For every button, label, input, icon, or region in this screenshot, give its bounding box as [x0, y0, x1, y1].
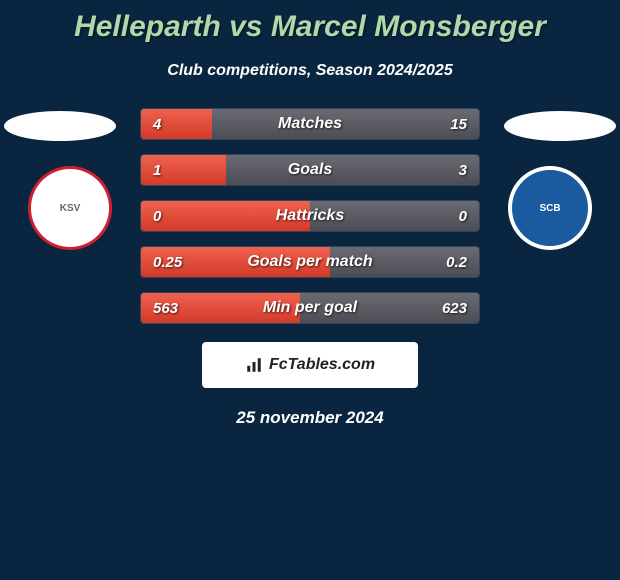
- player-placeholder-left: [4, 111, 116, 141]
- stat-row: 563623Min per goal: [140, 292, 480, 324]
- stat-label: Matches: [141, 109, 479, 139]
- team-badge-right: SCB: [500, 166, 600, 250]
- footer-date: 25 november 2024: [0, 408, 620, 428]
- team-badge-left-inner: KSV: [28, 166, 112, 250]
- brand-badge: FcTables.com: [202, 342, 418, 388]
- stat-label: Goals per match: [141, 247, 479, 277]
- stat-label: Goals: [141, 155, 479, 185]
- stat-row: 415Matches: [140, 108, 480, 140]
- stat-row: 0.250.2Goals per match: [140, 246, 480, 278]
- bar-chart-icon: [245, 356, 263, 374]
- stat-label: Hattricks: [141, 201, 479, 231]
- team-badge-right-inner: SCB: [508, 166, 592, 250]
- stat-row: 00Hattricks: [140, 200, 480, 232]
- stat-label: Min per goal: [141, 293, 479, 323]
- team-badge-left: KSV: [20, 166, 120, 250]
- stat-bars: 415Matches 13Goals 00Hattricks 0.250.2Goals…: [140, 108, 480, 324]
- brand-text: FcTables.com: [269, 356, 375, 374]
- stat-row: 13Goals: [140, 154, 480, 186]
- comparison-panel: KSV SCB 415Matches 13Goals 00Hattricks 0.25…: [0, 108, 620, 428]
- page-title: Helleparth vs Marcel Monsberger: [0, 0, 620, 44]
- subtitle: Club competitions, Season 2024/2025: [0, 62, 620, 80]
- player-placeholder-right: [504, 111, 616, 141]
